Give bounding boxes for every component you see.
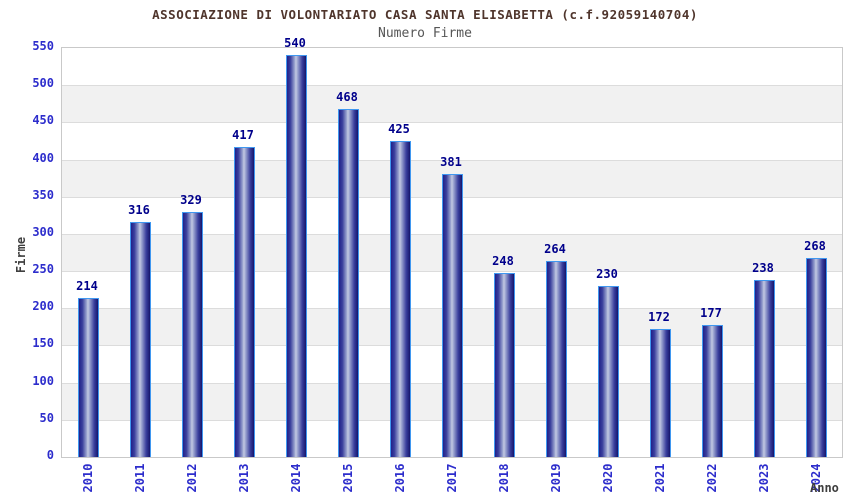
- bar-value-label: 468: [336, 89, 358, 104]
- bar-2020: [597, 285, 619, 457]
- y-tick-label: 0: [46, 448, 54, 462]
- bar-2014: [285, 55, 307, 457]
- plot-band: [62, 85, 842, 123]
- x-tick-label: 2013: [237, 463, 251, 493]
- x-tick-label: 2011: [133, 463, 147, 493]
- y-tick-label: 450: [32, 113, 54, 128]
- y-axis-title: Firme: [14, 236, 28, 274]
- bar-2022: [701, 325, 723, 457]
- chart-subtitle: Numero Firme: [378, 26, 472, 41]
- y-tick-label: 150: [32, 336, 54, 351]
- bar-value-label: 238: [752, 261, 774, 275]
- bar-2024: [805, 257, 827, 457]
- gridline: [62, 85, 842, 87]
- bar-2016: [389, 140, 411, 457]
- x-tick-label: 2022: [705, 463, 719, 493]
- x-tick-label: 2021: [653, 463, 667, 493]
- bar-value-label: 177: [700, 306, 722, 321]
- bar-2017: [441, 173, 463, 457]
- bar-2015: [337, 108, 359, 457]
- chart-title: ASSOCIAZIONE DI VOLONTARIATO CASA SANTA …: [152, 7, 698, 22]
- bar-2013: [233, 146, 255, 457]
- bar-value-label: 230: [596, 266, 618, 281]
- y-tick-label: 500: [32, 76, 54, 91]
- plot-area: [61, 47, 843, 458]
- y-tick-label: 400: [32, 150, 54, 165]
- x-tick-label: 2015: [341, 463, 355, 493]
- bar-value-label: 425: [388, 121, 410, 136]
- x-tick-label: 2019: [549, 463, 563, 493]
- x-tick-label: 2018: [497, 463, 511, 493]
- y-tick-label: 200: [32, 299, 54, 314]
- bar-value-label: 417: [232, 127, 254, 142]
- bar-2023: [753, 280, 775, 457]
- bar-2012: [181, 212, 203, 457]
- x-tick-label: 2010: [81, 463, 95, 493]
- bar-2021: [649, 329, 671, 457]
- x-tick-label: 2016: [393, 463, 407, 493]
- bar-value-label: 540: [284, 36, 306, 51]
- gridline: [62, 122, 842, 124]
- bar-value-label: 248: [492, 253, 514, 268]
- bar-value-label: 214: [76, 278, 98, 293]
- bar-2019: [545, 260, 567, 457]
- y-tick-label: 300: [32, 224, 54, 239]
- bar-value-label: 172: [648, 310, 670, 325]
- y-tick-label: 350: [32, 187, 54, 202]
- bar-value-label: 316: [128, 203, 150, 217]
- bar-value-label: 268: [804, 238, 826, 253]
- y-tick-label: 50: [39, 410, 54, 425]
- bar-value-label: 329: [180, 193, 202, 208]
- y-tick-label: 250: [32, 262, 54, 277]
- x-tick-label: 2014: [289, 463, 303, 493]
- x-tick-label: 2020: [601, 463, 615, 493]
- x-axis-title: Anno: [810, 481, 839, 495]
- y-tick-label: 550: [32, 39, 54, 53]
- x-tick-label: 2023: [757, 463, 771, 493]
- bar-value-label: 381: [440, 154, 462, 169]
- bar-2010: [77, 297, 99, 457]
- x-tick-label: 2017: [445, 463, 459, 493]
- y-tick-label: 100: [32, 373, 54, 388]
- bar-2018: [493, 272, 515, 457]
- bar-2011: [129, 222, 151, 457]
- bar-value-label: 264: [544, 241, 566, 256]
- x-tick-label: 2012: [185, 463, 199, 493]
- gridline: [62, 159, 842, 161]
